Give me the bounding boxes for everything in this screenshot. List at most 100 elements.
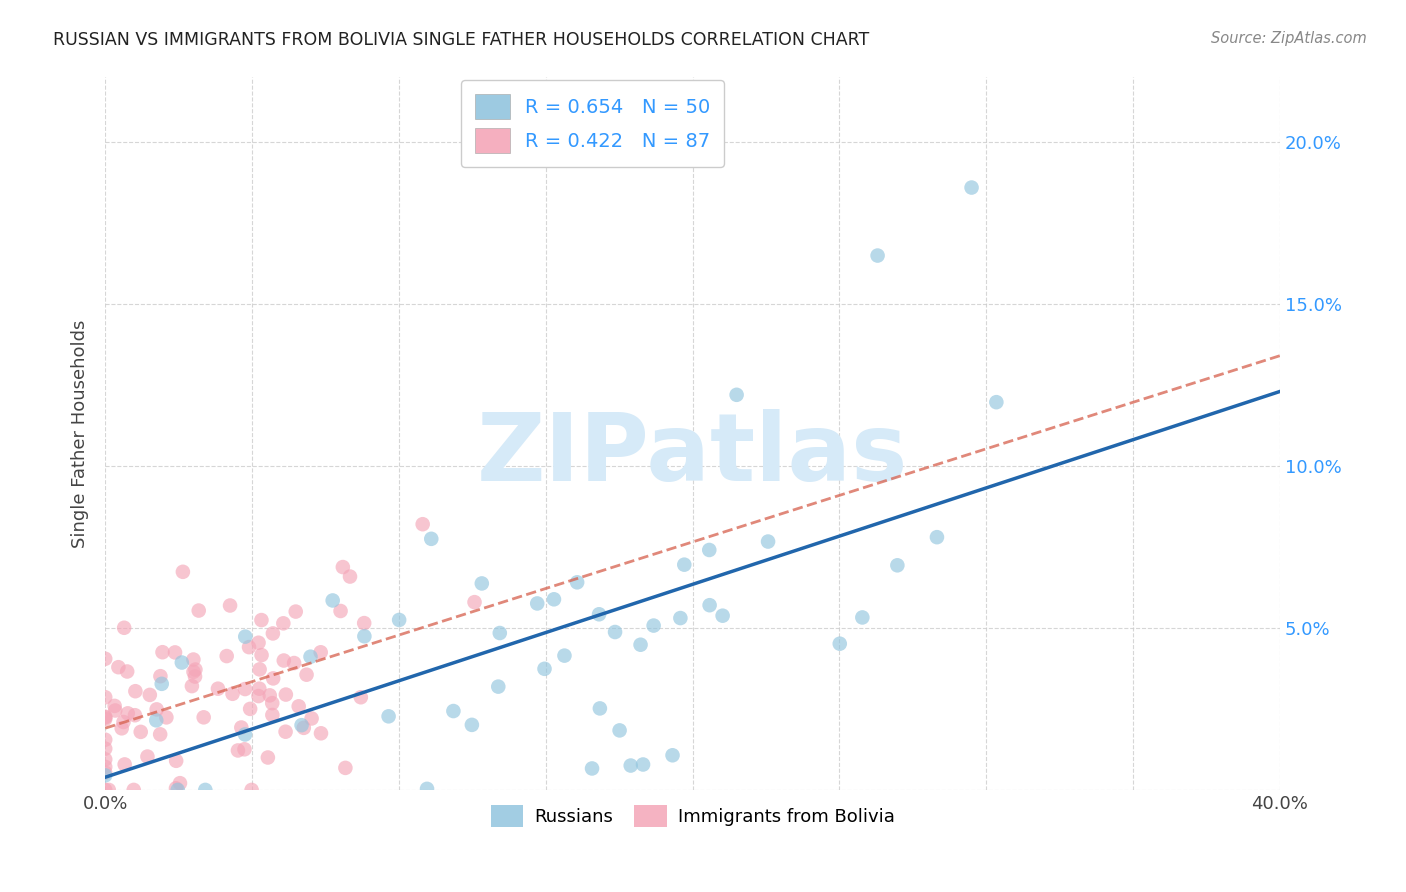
- Point: [329, 604, 352, 618]
- Point: [960, 180, 983, 194]
- Point: [250, 613, 273, 627]
- Point: [262, 672, 284, 686]
- Point: [416, 781, 439, 796]
- Point: [609, 723, 631, 738]
- Point: [94, 710, 117, 724]
- Point: [152, 645, 174, 659]
- Point: [170, 656, 193, 670]
- Point: [526, 597, 548, 611]
- Point: [756, 534, 779, 549]
- Point: [122, 783, 145, 797]
- Point: [412, 517, 434, 532]
- Point: [94, 768, 117, 782]
- Point: [273, 653, 295, 667]
- Point: [274, 688, 297, 702]
- Point: [94, 783, 117, 797]
- Point: [247, 689, 270, 703]
- Point: [124, 684, 146, 698]
- Point: [463, 595, 485, 609]
- Point: [107, 660, 129, 674]
- Point: [97, 783, 120, 797]
- Point: [172, 565, 194, 579]
- Point: [145, 714, 167, 728]
- Point: [139, 688, 162, 702]
- Point: [699, 598, 721, 612]
- Point: [262, 708, 284, 723]
- Point: [565, 575, 588, 590]
- Point: [165, 781, 187, 796]
- Point: [335, 761, 357, 775]
- Point: [588, 607, 610, 622]
- Point: [240, 783, 263, 797]
- Point: [247, 636, 270, 650]
- Point: [886, 558, 908, 573]
- Point: [259, 689, 281, 703]
- Point: [250, 648, 273, 662]
- Point: [283, 656, 305, 670]
- Point: [94, 710, 117, 724]
- Point: [219, 599, 242, 613]
- Point: [184, 669, 207, 683]
- Point: [309, 726, 332, 740]
- Point: [441, 704, 464, 718]
- Point: [461, 718, 484, 732]
- Point: [581, 761, 603, 775]
- Point: [669, 611, 692, 625]
- Point: [163, 645, 186, 659]
- Point: [94, 741, 117, 756]
- Point: [377, 709, 399, 723]
- Point: [274, 724, 297, 739]
- Point: [553, 648, 575, 663]
- Point: [488, 626, 510, 640]
- Point: [111, 721, 134, 735]
- Point: [94, 712, 117, 726]
- Point: [215, 648, 238, 663]
- Point: [114, 757, 136, 772]
- Point: [292, 721, 315, 735]
- Point: [631, 757, 654, 772]
- Point: [828, 637, 851, 651]
- Text: Source: ZipAtlas.com: Source: ZipAtlas.com: [1211, 31, 1367, 46]
- Point: [725, 388, 748, 402]
- Point: [420, 532, 443, 546]
- Point: [104, 704, 127, 718]
- Point: [112, 621, 135, 635]
- Point: [136, 749, 159, 764]
- Point: [247, 681, 270, 696]
- Point: [661, 748, 683, 763]
- Point: [183, 652, 205, 666]
- Point: [287, 699, 309, 714]
- Point: [150, 677, 173, 691]
- Point: [226, 743, 249, 757]
- Point: [180, 679, 202, 693]
- Point: [124, 708, 146, 723]
- Point: [94, 765, 117, 780]
- Point: [322, 593, 344, 607]
- Point: [233, 681, 256, 696]
- Point: [94, 752, 117, 766]
- Point: [193, 710, 215, 724]
- Point: [149, 669, 172, 683]
- Point: [673, 558, 696, 572]
- Point: [149, 727, 172, 741]
- Point: [332, 560, 354, 574]
- Point: [94, 690, 117, 705]
- Point: [851, 610, 873, 624]
- Point: [603, 625, 626, 640]
- Point: [183, 665, 205, 679]
- Point: [249, 662, 271, 676]
- Point: [486, 680, 509, 694]
- Point: [117, 706, 139, 721]
- Point: [221, 687, 243, 701]
- Point: [184, 663, 207, 677]
- Point: [925, 530, 948, 544]
- Legend: Russians, Immigrants from Bolivia: Russians, Immigrants from Bolivia: [484, 797, 901, 834]
- Point: [353, 616, 375, 631]
- Point: [643, 618, 665, 632]
- Point: [589, 701, 612, 715]
- Point: [299, 649, 322, 664]
- Point: [388, 613, 411, 627]
- Point: [129, 724, 152, 739]
- Point: [94, 732, 117, 747]
- Point: [238, 640, 260, 654]
